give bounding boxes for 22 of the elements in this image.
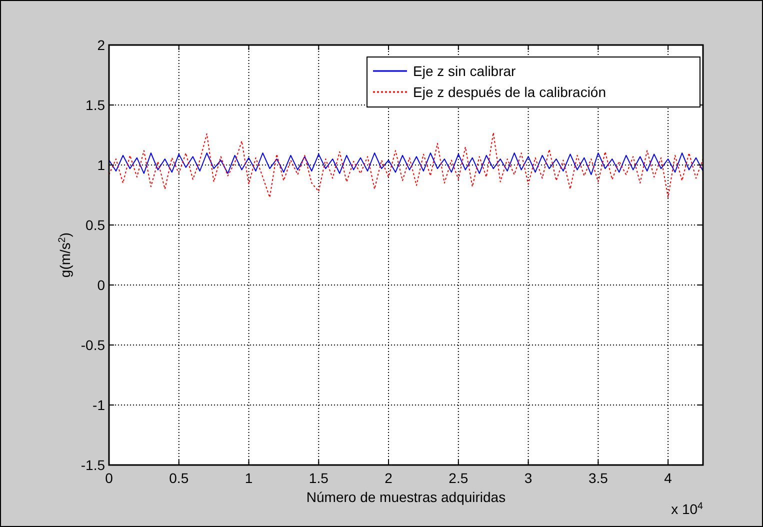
y-tick-label: -1.5	[80, 457, 106, 473]
x-tick-label: 3.5	[588, 470, 608, 486]
y-tick-label: -1	[92, 397, 106, 413]
x-tick-label: 2.5	[448, 470, 468, 486]
x-tick-label: 2	[384, 470, 393, 486]
y-tick-label: 1	[97, 157, 106, 173]
y-tick-label: 2	[97, 37, 106, 53]
y-tick-label: 0	[97, 277, 106, 293]
x-tick-label: 3	[524, 470, 532, 486]
line-series	[109, 152, 703, 176]
legend-label: Eje z después de la calibración	[413, 84, 606, 100]
legend-label: Eje z sin calibrar	[413, 63, 516, 79]
x-tick-label: 0.5	[169, 470, 189, 486]
y-tick-label: -0.5	[80, 337, 106, 353]
text: x 10$^{4}$	[671, 500, 704, 517]
x-tick-label: 1	[244, 470, 253, 486]
y-tick-label: 0.5	[86, 217, 106, 233]
line-series	[109, 132, 703, 198]
y-tick-label: 1.5	[86, 97, 106, 113]
x-tick-label: 1.5	[308, 470, 329, 486]
x-axis-title: Número de muestras adquiridas	[306, 489, 506, 505]
x-tick-label: 4	[664, 470, 672, 486]
